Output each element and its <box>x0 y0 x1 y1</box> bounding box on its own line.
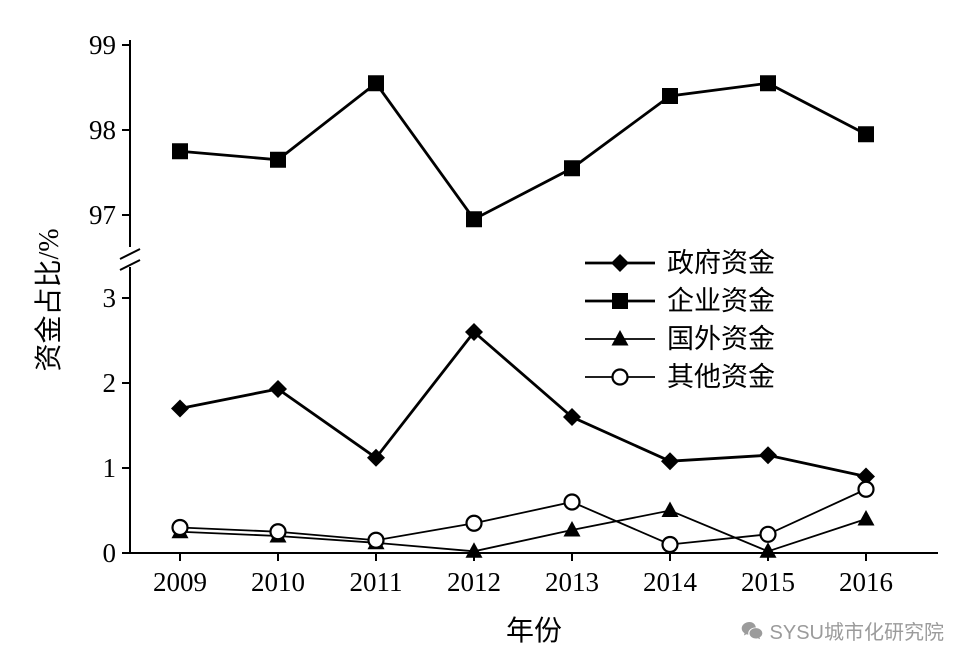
marker-circle-open <box>171 518 189 537</box>
legend-item: 政府资金 <box>585 248 775 278</box>
legend-item: 其他资金 <box>585 362 775 392</box>
marker-diamond <box>611 254 629 272</box>
marker-triangle <box>661 501 679 517</box>
marker-circle-open <box>465 514 483 532</box>
x-tick-label: 2012 <box>447 567 501 597</box>
marker-diamond <box>171 399 189 418</box>
marker-circle-open <box>611 368 629 386</box>
axis-break-mark <box>119 259 141 271</box>
x-tick-label: 2016 <box>839 567 893 597</box>
marker-square <box>760 75 776 92</box>
axis-break-mark <box>119 248 141 260</box>
marker-diamond <box>367 448 385 467</box>
series-line-3 <box>179 488 867 546</box>
legend-item: 国外资金 <box>585 324 775 354</box>
series-line-0 <box>179 329 867 478</box>
marker-circle-open <box>367 531 385 549</box>
marker-square <box>662 88 678 104</box>
y-tick-label: 0 <box>103 538 117 568</box>
marker-triangle <box>563 521 581 537</box>
y-tick-label: 2 <box>103 368 117 398</box>
marker-diamond <box>661 452 679 471</box>
marker-square <box>172 143 188 160</box>
marker-diamond <box>465 323 483 341</box>
marker-diamond <box>269 379 287 398</box>
x-tick-label: 2013 <box>545 567 599 597</box>
marker-circle-open <box>563 493 581 511</box>
watermark: SYSU城市化研究院 <box>741 616 944 645</box>
x-tick-label: 2014 <box>643 567 698 597</box>
y-tick-label: 97 <box>89 200 116 230</box>
marker-square <box>368 75 384 92</box>
marker-circle-open <box>857 480 875 498</box>
marker-diamond <box>759 446 777 465</box>
marker-circle-open <box>269 523 287 541</box>
marker-triangle <box>465 542 483 558</box>
marker-square <box>612 293 628 309</box>
legend-label: 其他资金 <box>667 362 775 392</box>
legend-label: 企业资金 <box>667 286 775 316</box>
series-line-1 <box>179 81 867 222</box>
marker-circle-open <box>661 535 679 554</box>
marker-square <box>270 151 286 168</box>
marker-triangle <box>611 330 629 346</box>
y-axis-title: 资金占比/% <box>33 228 65 371</box>
series-line-2 <box>179 509 867 553</box>
marker-diamond <box>857 467 875 486</box>
marker-square <box>564 160 580 177</box>
marker-diamond <box>563 408 581 426</box>
x-axis-title: 年份 <box>506 615 562 647</box>
marker-circle-open <box>759 525 777 543</box>
marker-square <box>858 126 874 143</box>
legend-item: 企业资金 <box>585 286 775 316</box>
watermark-text: SYSU城市化研究院 <box>769 622 944 644</box>
legend-label: 政府资金 <box>667 248 775 278</box>
x-tick-label: 2010 <box>251 567 305 597</box>
x-tick-label: 2015 <box>741 567 795 597</box>
marker-triangle <box>759 542 777 558</box>
y-tick-label: 98 <box>89 115 116 145</box>
y-tick-label: 1 <box>103 453 117 483</box>
wechat-icon <box>741 621 763 640</box>
y-tick-label: 99 <box>89 30 116 60</box>
marker-square <box>466 211 482 228</box>
y-tick-label: 3 <box>103 283 117 313</box>
x-tick-label: 2011 <box>350 567 403 597</box>
marker-triangle <box>857 510 875 526</box>
x-tick-label: 2009 <box>153 567 207 597</box>
legend-label: 国外资金 <box>667 324 775 354</box>
